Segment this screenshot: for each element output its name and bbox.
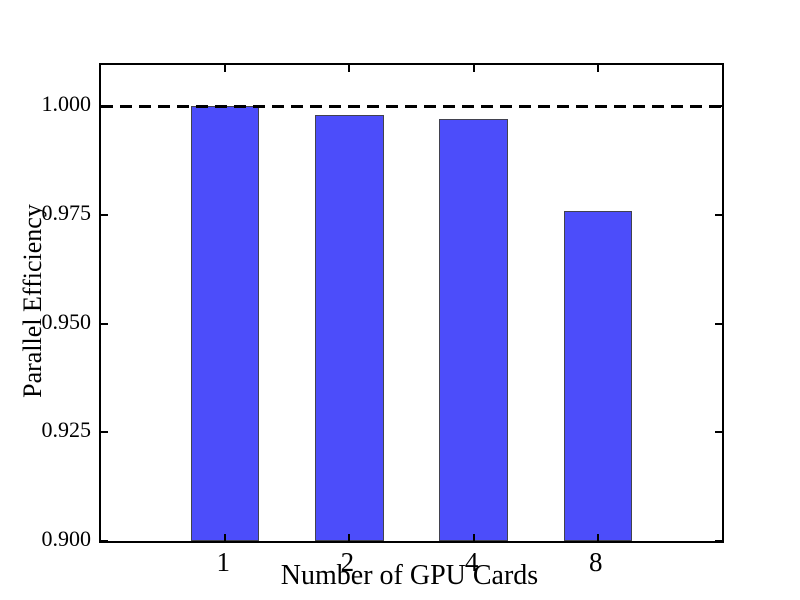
- ytick-right: [715, 431, 722, 434]
- xtick-label: 8: [589, 547, 603, 577]
- ytick-left: [101, 213, 108, 216]
- xtick-top: [348, 65, 351, 72]
- ytick-label: 1.000: [41, 91, 92, 117]
- bar-4-gpu: [439, 119, 508, 541]
- xtick-top: [472, 65, 475, 72]
- plot-area: [99, 63, 724, 543]
- x-axis-title: Number of GPU Cards: [280, 560, 539, 591]
- xtick-top: [224, 65, 227, 72]
- ytick-label: 0.900: [41, 526, 92, 551]
- ytick-label: 0.925: [41, 417, 92, 443]
- xtick-label: 1: [216, 547, 230, 577]
- xtick-label: 4: [464, 547, 479, 577]
- ytick-label: 0.975: [41, 199, 92, 225]
- y-axis-title: Parallel Efficiency: [18, 204, 47, 398]
- ytick-left: [101, 540, 108, 542]
- ytick-right: [715, 540, 722, 542]
- ytick-right: [715, 322, 722, 325]
- bar-8-gpu: [563, 210, 632, 541]
- xtick-bottom: [348, 534, 351, 541]
- bar-2-gpu: [315, 114, 384, 541]
- bar-1-gpu: [191, 106, 260, 541]
- xtick-bottom: [224, 534, 227, 541]
- ytick-left: [101, 431, 108, 434]
- ytick-right: [715, 213, 722, 216]
- xtick-top: [596, 65, 599, 72]
- reference-line-ideal-efficiency: [101, 104, 722, 108]
- xtick-label: 2: [340, 547, 355, 577]
- ytick-label: 0.950: [41, 308, 92, 334]
- xtick-bottom: [472, 534, 475, 541]
- ytick-left: [101, 322, 108, 325]
- xtick-bottom: [596, 534, 599, 541]
